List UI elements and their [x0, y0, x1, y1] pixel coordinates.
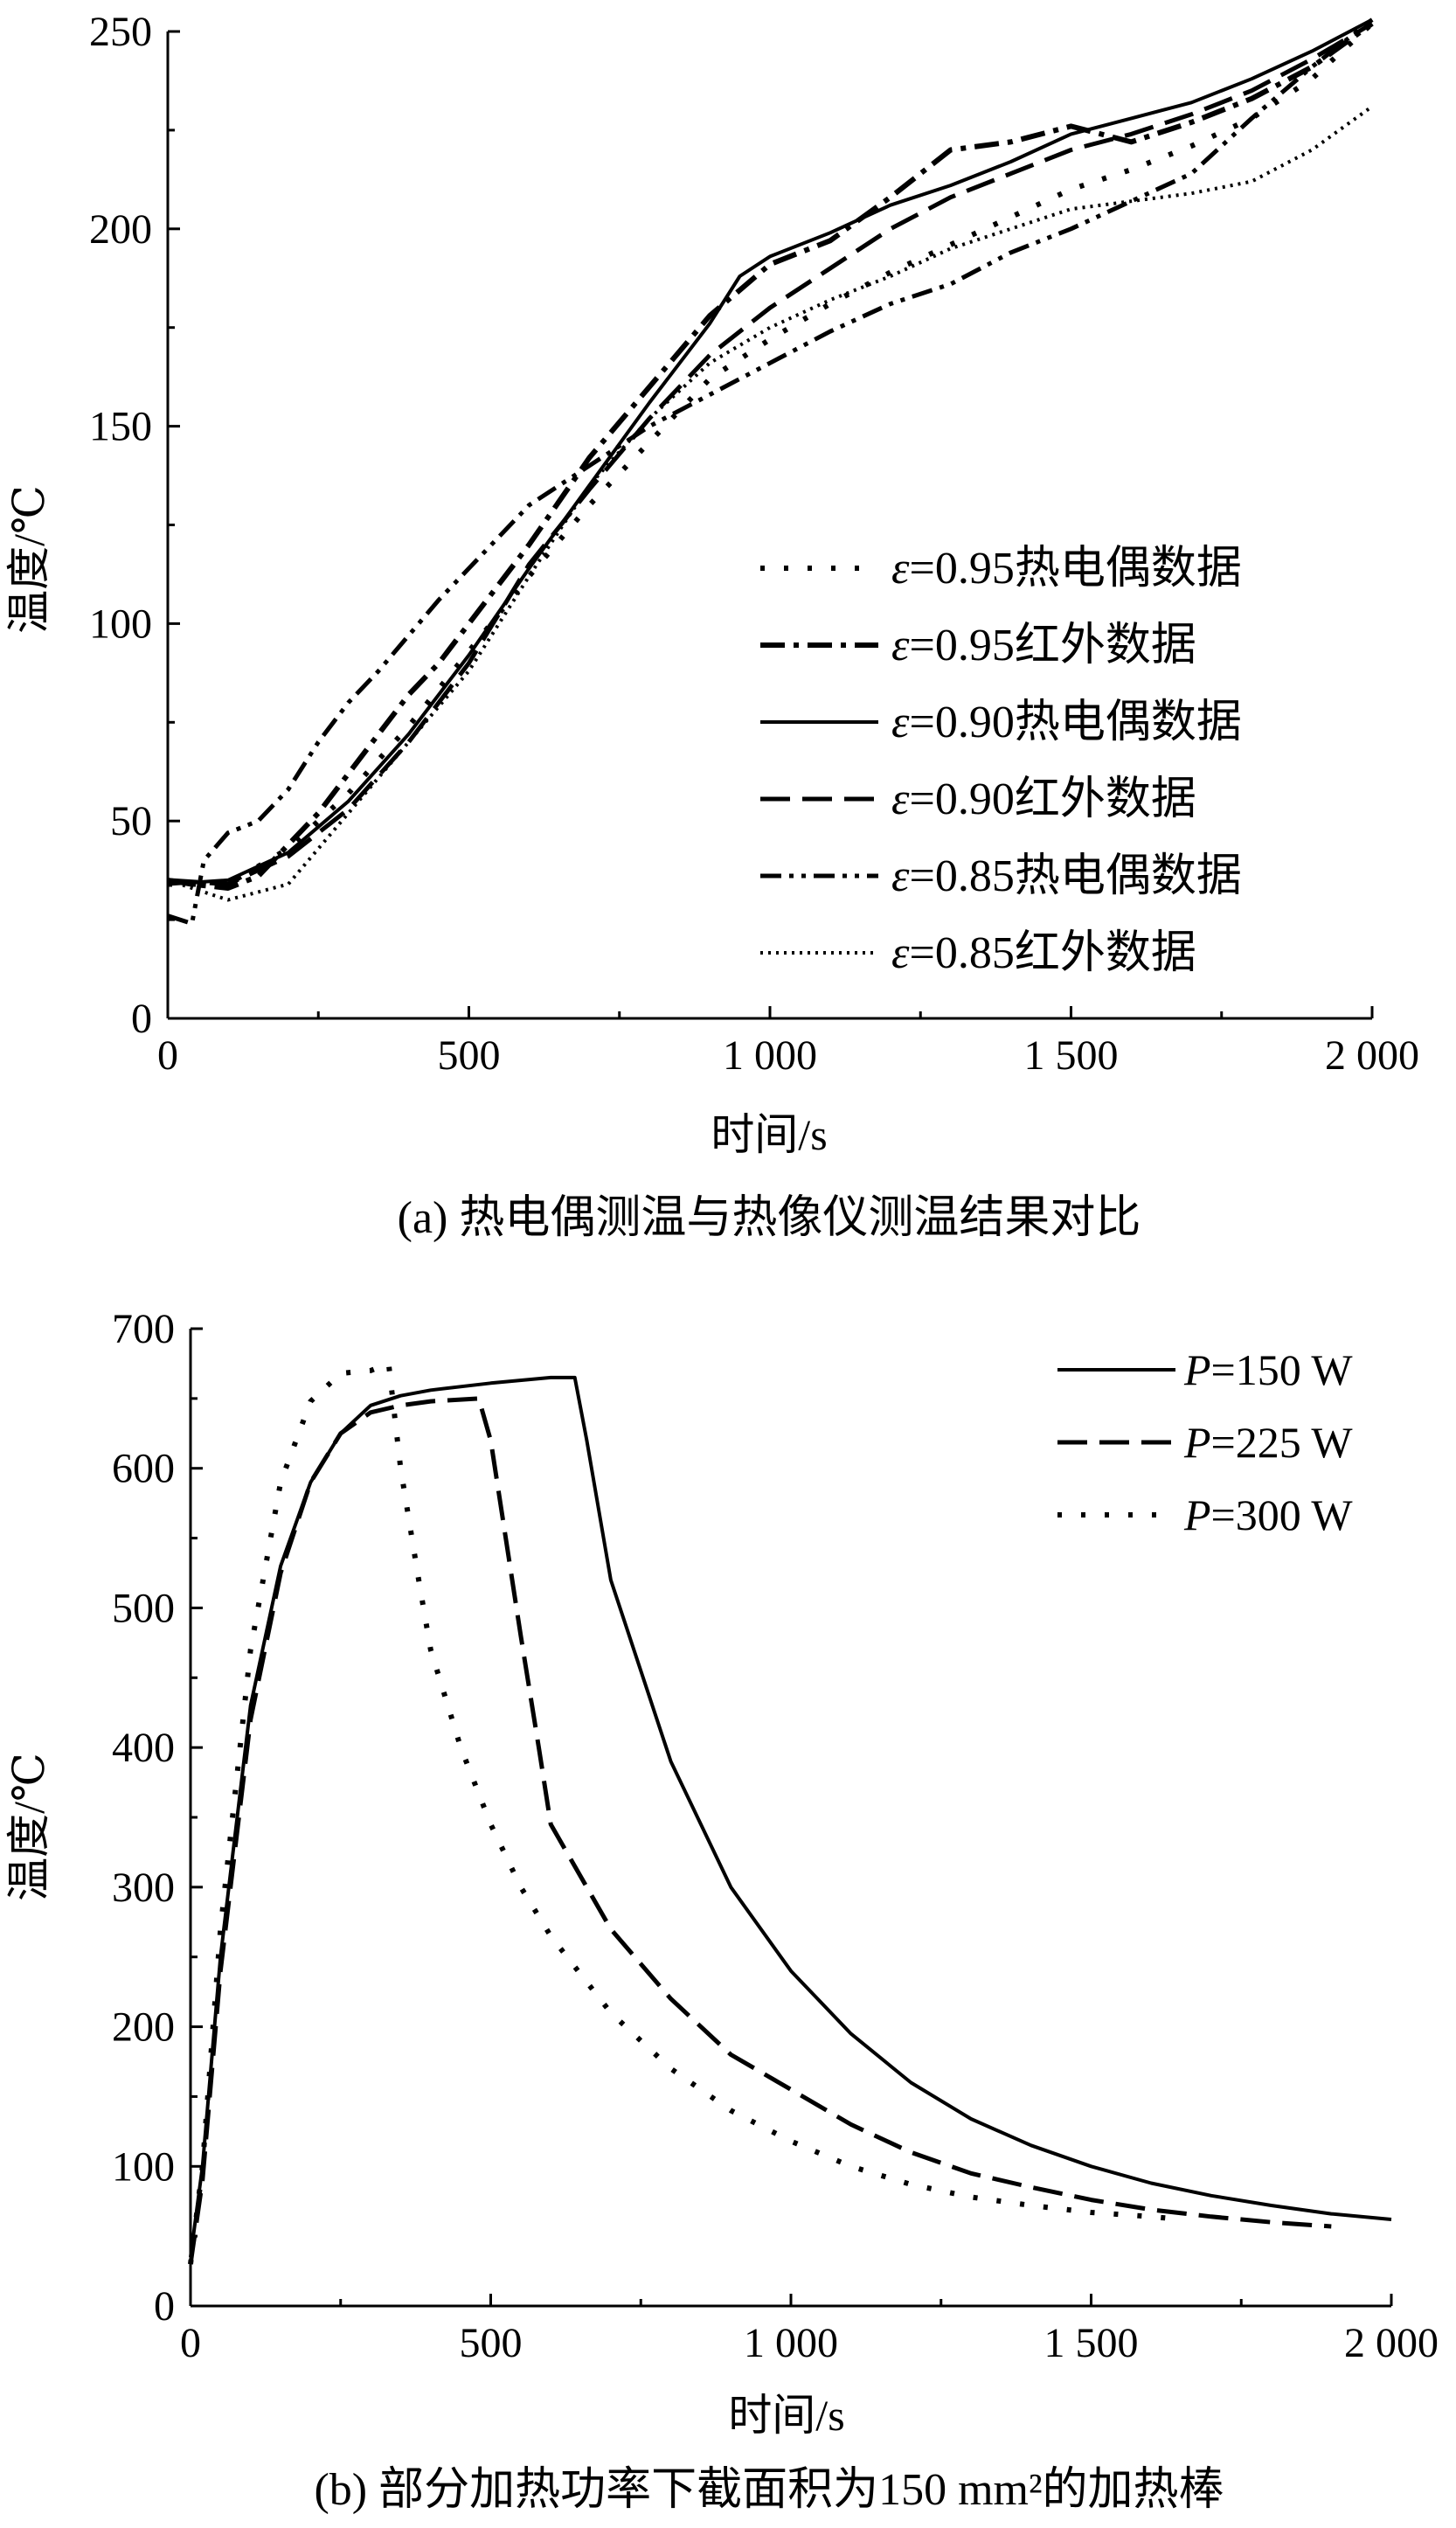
legend-label: P=150 W [1183, 1345, 1353, 1394]
legend-a: ε=0.95热电偶数据ε=0.95红外数据ε=0.90热电偶数据ε=0.90红外… [760, 544, 1242, 978]
series-line-dash [188, 1396, 1332, 2265]
series-line-solid [189, 1375, 1392, 2258]
legend-label-text: =150 W [1211, 1345, 1354, 1394]
series-line-dot [168, 21, 1375, 887]
legend-label: ε=0.85红外数据 [891, 928, 1196, 978]
series-line-dash [167, 21, 1374, 886]
legend-label: ε=0.90红外数据 [891, 774, 1196, 824]
caption-b: (b) 部分加热功率下截面积为150 mm²的加热棒 [314, 2465, 1224, 2515]
x-tick-label: 500 [460, 2320, 523, 2366]
y-tick-label: 600 [112, 1446, 175, 1492]
legend-label-symbol: ε [891, 851, 910, 901]
legend-label-symbol: ε [891, 698, 910, 747]
legend-label-text: =225 W [1211, 1418, 1354, 1467]
x-tick-label: 2 000 [1344, 2320, 1439, 2366]
y-tick-label: 150 [89, 404, 152, 450]
y-tick-label: 700 [112, 1306, 175, 1352]
axes-a: 0 500 1 000 1 500 2 000 0 50 100 150 200 250 [89, 9, 1419, 1079]
y-tick-label: 250 [89, 9, 152, 55]
legend-label-symbol: ε [891, 774, 910, 824]
series-line-dashdot [167, 21, 1374, 891]
x-tick-label: 1 000 [744, 2320, 838, 2366]
legend-label: ε=0.85热电偶数据 [891, 851, 1242, 901]
y-tick-label: 50 [110, 798, 152, 844]
y-tick-label: 500 [112, 1585, 175, 1631]
series-group-b [188, 1360, 1392, 2265]
legend-label-symbol: ε [891, 621, 910, 670]
legend-label-symbol: ε [891, 544, 910, 594]
legend-label-symbol: P [1183, 1490, 1211, 1539]
axes-b: 0 500 1 000 1 500 2 000 0 100 200 300 400 500 600 70… [112, 1306, 1439, 2366]
legend-b: P=150 WP=225 WP=300 W [1057, 1345, 1353, 1539]
y-tick-label: 100 [112, 2143, 175, 2190]
legend-label-symbol: ε [891, 928, 910, 978]
legend-label-symbol: P [1183, 1345, 1211, 1394]
x-tick-label: 1 500 [1024, 1032, 1119, 1079]
legend-label-text: =300 W [1211, 1490, 1354, 1539]
series-line-solid [167, 17, 1373, 886]
y-tick-label: 0 [131, 996, 152, 1042]
y-tick-label: 200 [112, 2004, 175, 2051]
chart-b: 0 500 1 000 1 500 2 000 0 100 200 300 400 500 600 70… [4, 1306, 1439, 2515]
y-axis-label-b: 温度/℃ [4, 1753, 53, 1901]
legend-label: P=300 W [1183, 1490, 1353, 1539]
legend-label-text: =0.95红外数据 [910, 621, 1196, 670]
x-tick-label: 500 [438, 1032, 501, 1079]
x-axis-label-a: 时间/s [711, 1110, 827, 1159]
x-tick-label: 1 500 [1044, 2320, 1139, 2366]
y-tick-label: 100 [89, 601, 152, 647]
legend-label-symbol: P [1183, 1418, 1211, 1467]
x-tick-label: 1 000 [723, 1032, 817, 1079]
legend-label: ε=0.90热电偶数据 [891, 698, 1242, 747]
x-axis-label-b: 时间/s [728, 2391, 844, 2440]
legend-label-text: =0.85红外数据 [910, 928, 1196, 978]
caption-a: (a) 热电偶测温与热像仪测温结果对比 [398, 1193, 1141, 1243]
legend-label-text: =0.85热电偶数据 [910, 851, 1242, 901]
y-tick-label: 400 [112, 1725, 175, 1771]
legend-label: ε=0.95红外数据 [891, 621, 1196, 670]
y-tick-label: 0 [154, 2283, 175, 2330]
legend-label-text: =0.90红外数据 [910, 774, 1196, 824]
legend-label-text: =0.95热电偶数据 [910, 544, 1242, 594]
y-tick-label: 300 [112, 1865, 175, 1911]
legend-label-text: =0.90热电偶数据 [910, 698, 1242, 747]
series-line-dashdotdot [167, 17, 1374, 927]
series-group-a [167, 17, 1375, 927]
x-tick-label: 0 [157, 1032, 178, 1079]
y-axis-label-a: 温度/℃ [4, 485, 53, 634]
legend-label: ε=0.95热电偶数据 [891, 544, 1242, 594]
x-tick-label: 0 [180, 2320, 201, 2366]
y-tick-label: 200 [89, 206, 152, 253]
x-tick-label: 2 000 [1325, 1032, 1419, 1079]
legend-label: P=225 W [1183, 1418, 1353, 1467]
series-line-dot [188, 1360, 1182, 2265]
